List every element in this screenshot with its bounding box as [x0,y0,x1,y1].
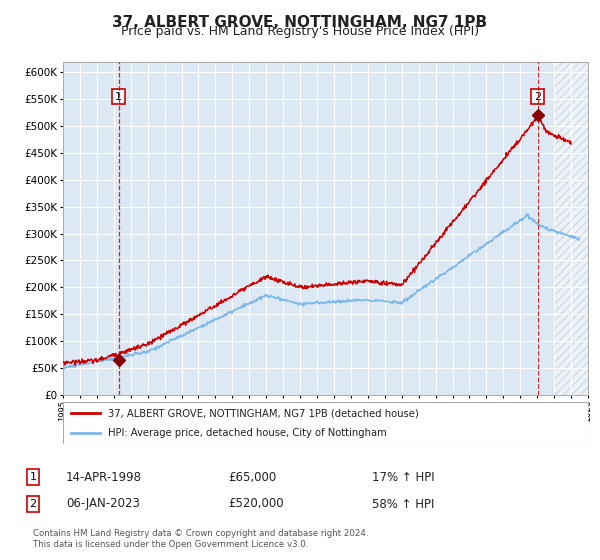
Text: Contains HM Land Registry data © Crown copyright and database right 2024.
This d: Contains HM Land Registry data © Crown c… [33,529,368,549]
Bar [554,62,588,395]
Text: 2: 2 [534,92,541,101]
Text: Price paid vs. HM Land Registry's House Price Index (HPI): Price paid vs. HM Land Registry's House … [121,25,479,38]
Text: 1: 1 [29,472,37,482]
Text: 17% ↑ HPI: 17% ↑ HPI [372,470,434,484]
FancyBboxPatch shape [63,402,588,444]
Text: 2: 2 [29,499,37,509]
Text: HPI: Average price, detached house, City of Nottingham: HPI: Average price, detached house, City… [107,428,386,438]
Text: £520,000: £520,000 [228,497,284,511]
Text: 14-APR-1998: 14-APR-1998 [66,470,142,484]
Text: £65,000: £65,000 [228,470,276,484]
Text: 58% ↑ HPI: 58% ↑ HPI [372,497,434,511]
Text: 1: 1 [115,92,122,101]
Text: 06-JAN-2023: 06-JAN-2023 [66,497,140,511]
Text: 37, ALBERT GROVE, NOTTINGHAM, NG7 1PB: 37, ALBERT GROVE, NOTTINGHAM, NG7 1PB [112,15,488,30]
Text: 37, ALBERT GROVE, NOTTINGHAM, NG7 1PB (detached house): 37, ALBERT GROVE, NOTTINGHAM, NG7 1PB (d… [107,408,418,418]
